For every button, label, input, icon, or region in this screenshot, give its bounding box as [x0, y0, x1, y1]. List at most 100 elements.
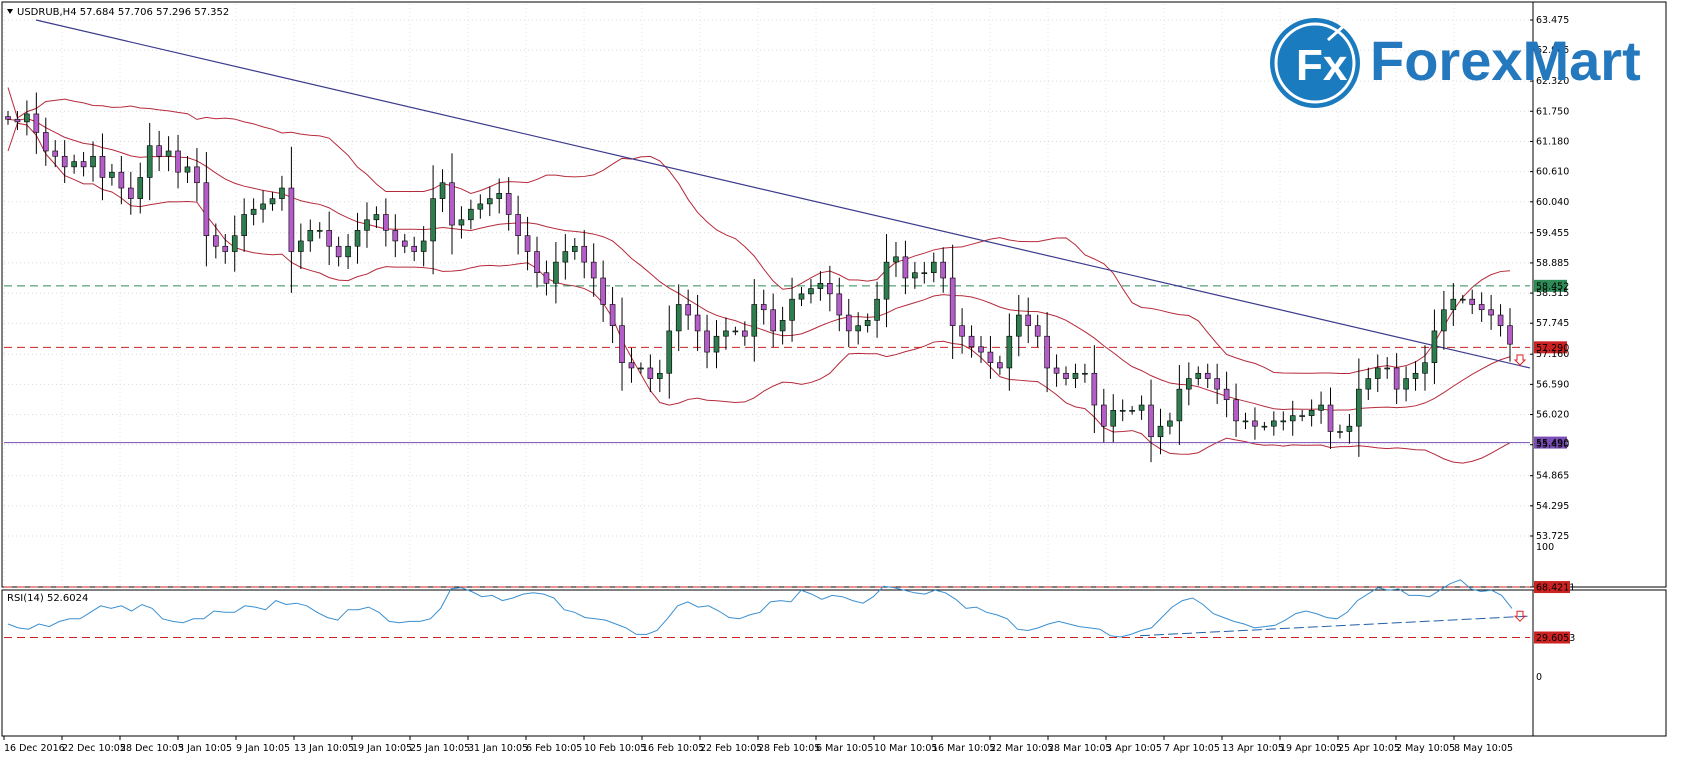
candle-body	[392, 230, 399, 242]
candle-body	[1337, 431, 1343, 433]
candle-body	[912, 272, 918, 279]
candle-body	[5, 116, 11, 120]
candle-body	[128, 187, 134, 199]
rsi-pane-frame	[1, 589, 1667, 737]
candle-body	[1318, 404, 1324, 411]
candle-body	[477, 203, 484, 210]
candle-body	[874, 298, 880, 321]
main-pane-frame	[1, 1, 1667, 588]
candle-body	[600, 277, 606, 305]
sell-arrow-icon	[1513, 354, 1527, 366]
candle-body	[562, 251, 569, 263]
x-tick-label: 19 Jan 10:05	[352, 743, 412, 754]
logo-arrow-icon	[1327, 16, 1359, 42]
x-tick-label: 25 Jan 10:05	[410, 743, 470, 754]
candle-body	[628, 362, 635, 369]
level-tag-label: 57.290	[1536, 343, 1569, 354]
candle-body	[1289, 415, 1296, 422]
y-tick-label: 62.320	[1536, 76, 1569, 87]
candle-body	[250, 208, 257, 215]
candle-body	[1110, 410, 1117, 427]
candle-body	[1053, 367, 1060, 374]
x-tick-label: 9 Jan 10:05	[236, 743, 290, 754]
candle-body	[1403, 378, 1409, 390]
candle-body	[836, 293, 843, 316]
y-tick-label: 53.725	[1536, 531, 1569, 542]
candle-body	[893, 256, 899, 263]
candle-body	[1091, 372, 1098, 406]
bollinger-bands	[7, 87, 1511, 464]
level-tag	[1534, 436, 1567, 449]
y-tick-label: 62.905	[1536, 45, 1569, 56]
candle-body	[468, 208, 474, 221]
candle-body	[1261, 425, 1268, 428]
candle-body	[647, 367, 654, 379]
candle-body	[571, 245, 578, 252]
candle-body	[789, 298, 795, 321]
rsi-info: RSI(14) 52.6024	[7, 593, 88, 604]
candle-body	[1507, 325, 1513, 345]
trendline[interactable]	[35, 19, 1531, 369]
level-tag-label: 58.452	[1536, 281, 1569, 292]
rsi-level-tag-label: 68.4211	[1536, 583, 1575, 594]
candle-body	[827, 282, 833, 295]
candle-body	[1072, 372, 1079, 379]
candle-body	[1356, 388, 1362, 427]
candle-body	[1148, 404, 1154, 438]
candle-body	[505, 193, 512, 215]
candle-body	[222, 245, 229, 252]
candle-body	[1119, 410, 1126, 412]
candle-body	[1327, 404, 1334, 432]
candle-body	[80, 161, 87, 168]
candle-body	[118, 171, 125, 189]
y-tick-label: 54.865	[1536, 471, 1569, 482]
candle-body	[486, 198, 493, 205]
x-tick-label: 2 May 10:05	[1396, 743, 1455, 754]
symbol-info: USDRUB,H4 57.684 57.706 57.296 57.352	[17, 7, 229, 18]
candle-body	[260, 203, 266, 210]
y-tick-label: 58.315	[1536, 288, 1569, 299]
candle-body	[109, 171, 115, 178]
triangle-down-icon[interactable]	[7, 9, 13, 14]
candle-body	[1346, 425, 1353, 432]
candle-body	[137, 177, 144, 199]
candle-body	[1422, 362, 1428, 374]
candle-body	[1365, 378, 1372, 390]
candle-body	[1233, 399, 1239, 422]
candle-body	[1223, 388, 1230, 401]
candle-body	[1015, 314, 1022, 337]
candle-body	[288, 187, 295, 252]
candle-body	[1252, 420, 1258, 427]
candle-body	[1063, 372, 1069, 379]
rsi-sell-arrow-icon	[1513, 610, 1527, 622]
candle-body	[997, 362, 1003, 369]
candle-body	[817, 282, 824, 289]
candle-body	[978, 346, 984, 353]
candle-body	[1186, 378, 1192, 390]
y-tick-label: 57.745	[1536, 318, 1569, 329]
candle-body	[203, 182, 210, 236]
candle-body	[156, 145, 162, 157]
y-tick-label: 63.475	[1536, 15, 1569, 26]
candle-body	[354, 230, 361, 247]
candle-body	[1214, 378, 1220, 390]
logo-circle	[1270, 18, 1360, 108]
candle-body	[723, 330, 729, 337]
candle-body	[666, 330, 673, 374]
candle-body	[1129, 410, 1135, 412]
candle-body	[779, 320, 786, 332]
candle-body	[146, 145, 153, 178]
logo-ring	[1274, 22, 1356, 104]
candle-body	[1308, 410, 1315, 416]
y-tick-label: 57.160	[1536, 349, 1569, 360]
candle-body	[42, 132, 49, 152]
x-tick-label: 3 Jan 10:05	[178, 743, 232, 754]
y-tick-label: 56.590	[1536, 379, 1569, 390]
candle-body	[1082, 372, 1088, 375]
candle-body	[298, 240, 304, 252]
candle-body	[543, 272, 550, 284]
y-tick-label: 61.750	[1536, 106, 1569, 117]
